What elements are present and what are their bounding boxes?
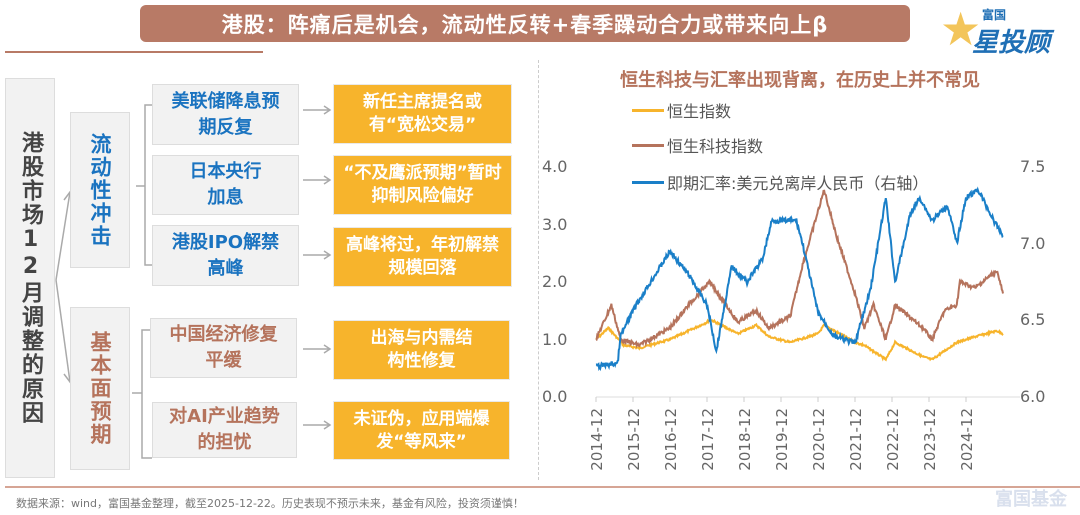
x-tick-label: 2018-12 bbox=[736, 408, 754, 471]
brand-logo: ★ 富国 星投顾 bbox=[940, 2, 1075, 58]
watermark: 富国基金 bbox=[995, 488, 1068, 510]
series-line-usdcnh bbox=[595, 186, 1004, 372]
y-right-tick-label: 6.5 bbox=[1020, 310, 1046, 330]
x-tick-label: 2016-12 bbox=[662, 408, 680, 471]
y-right-tick-label: 7.0 bbox=[1020, 233, 1046, 253]
footer-divider bbox=[5, 486, 1080, 488]
factor-economy: 中国经济修复平缓 bbox=[150, 318, 297, 378]
arrows bbox=[303, 105, 332, 430]
y-left-tick-label: 2.0 bbox=[542, 272, 568, 291]
x-tick-label: 2019-12 bbox=[773, 408, 791, 471]
series-line-hstech bbox=[595, 189, 1004, 349]
impact-ipo: 高峰将过，年初解禁规模回落 bbox=[333, 227, 512, 287]
arrow-line bbox=[55, 191, 71, 281]
legend-item-usdcnh: 即期汇率:美元兑离岸人民币（右轴） bbox=[632, 170, 928, 194]
y-right-tick-label: 6.0 bbox=[1020, 387, 1046, 406]
chart-title: 恒生科技与汇率出现背离，在历史上并不常见 bbox=[620, 70, 980, 91]
y-left-tick-label: 1.0 bbox=[542, 329, 568, 349]
panel-divider bbox=[538, 60, 539, 480]
x-tick-label: 2020-12 bbox=[810, 408, 828, 471]
impact-ai: 未证伪，应用端爆发“等风来” bbox=[333, 401, 510, 460]
y-left-tick-label: 0.0 bbox=[542, 387, 568, 406]
legend-label: 恒生科技指数 bbox=[667, 137, 764, 156]
impact-boj: “不及鹰派预期”暂时抑制风险偏好 bbox=[333, 155, 512, 215]
line-chart: 富国基金 2014-12 2015-12 2016-12 2017-12 2018-12… bbox=[588, 186, 1068, 510]
page-title: 港股：阵痛后是机会，流动性反转+春季躁动合力或带来向上β bbox=[140, 5, 910, 42]
legend-swatch bbox=[632, 143, 664, 147]
root-node: 港股市场12月调整的原因 bbox=[5, 78, 55, 478]
x-tick-label: 2014-12 bbox=[588, 408, 606, 471]
y-left-tick-label: 4.0 bbox=[542, 157, 568, 176]
bracket bbox=[136, 104, 152, 266]
star-icon: ★ bbox=[940, 2, 982, 56]
x-tick-label: 2022-12 bbox=[884, 408, 902, 471]
x-tick-label: 2015-12 bbox=[625, 408, 643, 471]
y-right-tick-label: 7.5 bbox=[1020, 157, 1046, 176]
x-tick-label: 2021-12 bbox=[847, 408, 865, 471]
logo-big-text: 星投顾 bbox=[972, 28, 1051, 58]
bracket bbox=[132, 329, 152, 459]
x-tick-label: 2023-12 bbox=[921, 408, 939, 471]
connector-lines bbox=[55, 104, 332, 459]
legend-swatch bbox=[632, 108, 664, 112]
category-fundamentals: 基本面预期 bbox=[70, 307, 130, 470]
x-tick-label: 2024-12 bbox=[958, 408, 976, 471]
x-tick-label: 2017-12 bbox=[699, 408, 717, 471]
factor-boj: 日本央行加息 bbox=[152, 155, 299, 215]
y-left-tick-label: 3.0 bbox=[542, 214, 568, 234]
legend-swatch bbox=[632, 180, 664, 184]
category-liquidity: 流动性冲击 bbox=[70, 112, 130, 268]
impact-fed: 新任主席提名或有“宽松交易” bbox=[333, 84, 512, 144]
legend-item-hstech: 恒生科技指数 bbox=[632, 133, 763, 157]
logo-small-text: 富国 bbox=[982, 8, 1007, 22]
factor-fed: 美联储降息预期反复 bbox=[152, 84, 299, 145]
arrow-line bbox=[55, 279, 71, 383]
factor-ai: 对AI产业趋势的担忧 bbox=[152, 402, 297, 458]
footnote: 数据来源：wind，富国基金整理，截至2025-12-22。历史表现不预示未来，… bbox=[16, 497, 524, 510]
divider bbox=[5, 51, 263, 53]
legend-item-hsi: 恒生指数 bbox=[632, 98, 731, 122]
impact-economy: 出海与内需结构性修复 bbox=[333, 320, 510, 380]
legend-label: 恒生指数 bbox=[667, 102, 732, 121]
legend-label: 即期汇率:美元兑离岸人民币（右轴） bbox=[667, 174, 929, 193]
series-line-hsi bbox=[595, 317, 1004, 362]
factor-ipo: 港股IPO解禁高峰 bbox=[152, 225, 299, 286]
